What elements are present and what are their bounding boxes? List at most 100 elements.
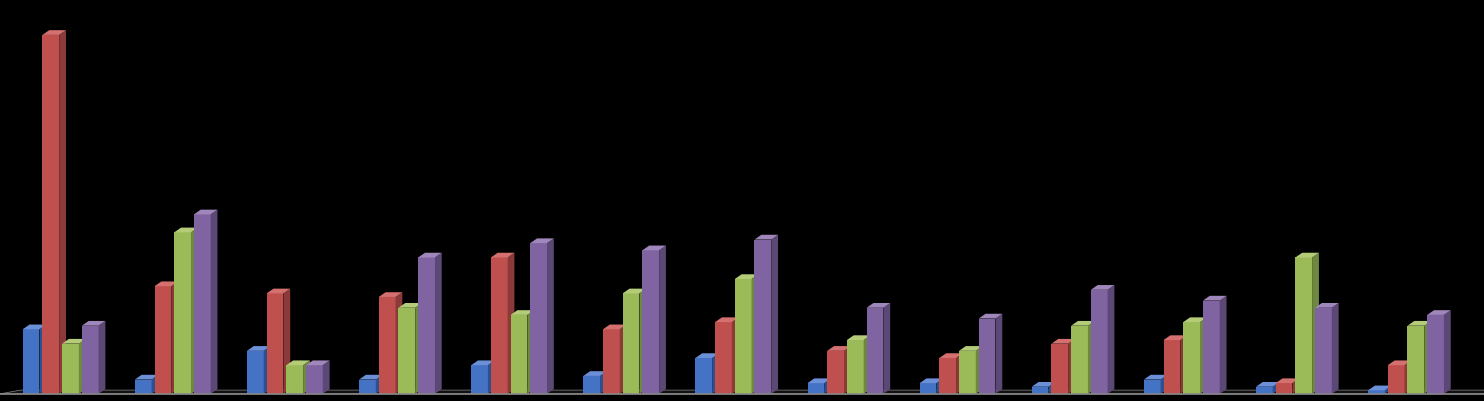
Bar [1204, 301, 1220, 394]
Polygon shape [1388, 360, 1411, 365]
Bar [939, 358, 956, 394]
Bar [1368, 390, 1385, 394]
Polygon shape [659, 246, 666, 394]
Polygon shape [976, 346, 982, 394]
Polygon shape [959, 346, 982, 351]
Polygon shape [62, 339, 86, 344]
Bar [246, 351, 264, 394]
Polygon shape [191, 228, 197, 394]
Polygon shape [732, 318, 739, 394]
Polygon shape [824, 379, 831, 394]
Bar [194, 215, 211, 394]
Polygon shape [827, 346, 850, 351]
Polygon shape [939, 353, 963, 358]
Polygon shape [1163, 336, 1187, 340]
Polygon shape [936, 379, 944, 394]
Bar [696, 358, 712, 394]
Polygon shape [996, 314, 1002, 394]
Polygon shape [1160, 375, 1168, 394]
Polygon shape [1107, 286, 1114, 394]
Polygon shape [751, 275, 758, 394]
Polygon shape [1293, 379, 1298, 394]
Polygon shape [151, 375, 159, 394]
Polygon shape [194, 210, 218, 215]
Polygon shape [174, 228, 197, 233]
Polygon shape [359, 375, 383, 380]
Bar [807, 383, 824, 394]
Bar [603, 330, 620, 394]
Polygon shape [623, 289, 646, 294]
Polygon shape [864, 336, 871, 394]
Bar [135, 380, 151, 394]
Polygon shape [246, 346, 270, 351]
Polygon shape [1368, 386, 1392, 390]
Bar [867, 308, 883, 394]
Polygon shape [324, 360, 329, 394]
Bar [715, 322, 732, 394]
Polygon shape [375, 375, 383, 394]
Polygon shape [1444, 310, 1451, 394]
Polygon shape [735, 275, 758, 279]
Polygon shape [283, 289, 291, 394]
Polygon shape [0, 390, 1484, 394]
Bar [1407, 326, 1425, 394]
Bar [1052, 344, 1068, 394]
Polygon shape [59, 31, 65, 394]
Polygon shape [82, 321, 105, 326]
Polygon shape [643, 246, 666, 251]
Polygon shape [43, 31, 65, 36]
Polygon shape [548, 239, 554, 394]
Polygon shape [1273, 382, 1279, 394]
Polygon shape [396, 292, 402, 394]
Polygon shape [1068, 339, 1074, 394]
Bar [1163, 340, 1180, 394]
Polygon shape [286, 360, 310, 365]
Bar [735, 279, 751, 394]
Polygon shape [640, 289, 646, 394]
Polygon shape [491, 253, 515, 258]
Bar [359, 380, 375, 394]
Bar [583, 376, 600, 394]
Polygon shape [1088, 321, 1095, 394]
Bar [847, 340, 864, 394]
Polygon shape [79, 339, 86, 394]
Polygon shape [488, 360, 494, 394]
Bar [378, 297, 396, 394]
Polygon shape [1031, 382, 1055, 387]
Polygon shape [530, 239, 554, 243]
Polygon shape [772, 235, 778, 394]
Polygon shape [1049, 382, 1055, 394]
Bar [43, 36, 59, 394]
Polygon shape [135, 375, 159, 380]
Bar [174, 233, 191, 394]
Polygon shape [1404, 360, 1411, 394]
Polygon shape [1312, 253, 1319, 394]
Polygon shape [920, 379, 944, 383]
Bar [472, 365, 488, 394]
Bar [306, 365, 324, 394]
Polygon shape [472, 360, 494, 365]
Bar [754, 240, 772, 394]
Bar [959, 351, 976, 394]
Polygon shape [883, 303, 890, 394]
Bar [1071, 326, 1088, 394]
Bar [623, 294, 640, 394]
Polygon shape [98, 321, 105, 394]
Polygon shape [1180, 336, 1187, 394]
Polygon shape [754, 235, 778, 240]
Polygon shape [1315, 303, 1339, 308]
Polygon shape [378, 292, 402, 297]
Polygon shape [867, 303, 890, 308]
Polygon shape [583, 371, 607, 376]
Polygon shape [712, 353, 718, 394]
Polygon shape [306, 360, 329, 365]
Bar [154, 286, 171, 394]
Bar [1276, 383, 1293, 394]
Polygon shape [1428, 310, 1451, 315]
Bar [286, 365, 303, 394]
Polygon shape [211, 210, 218, 394]
Polygon shape [620, 325, 626, 394]
Polygon shape [1276, 379, 1298, 383]
Polygon shape [979, 314, 1002, 319]
Bar [22, 330, 40, 394]
